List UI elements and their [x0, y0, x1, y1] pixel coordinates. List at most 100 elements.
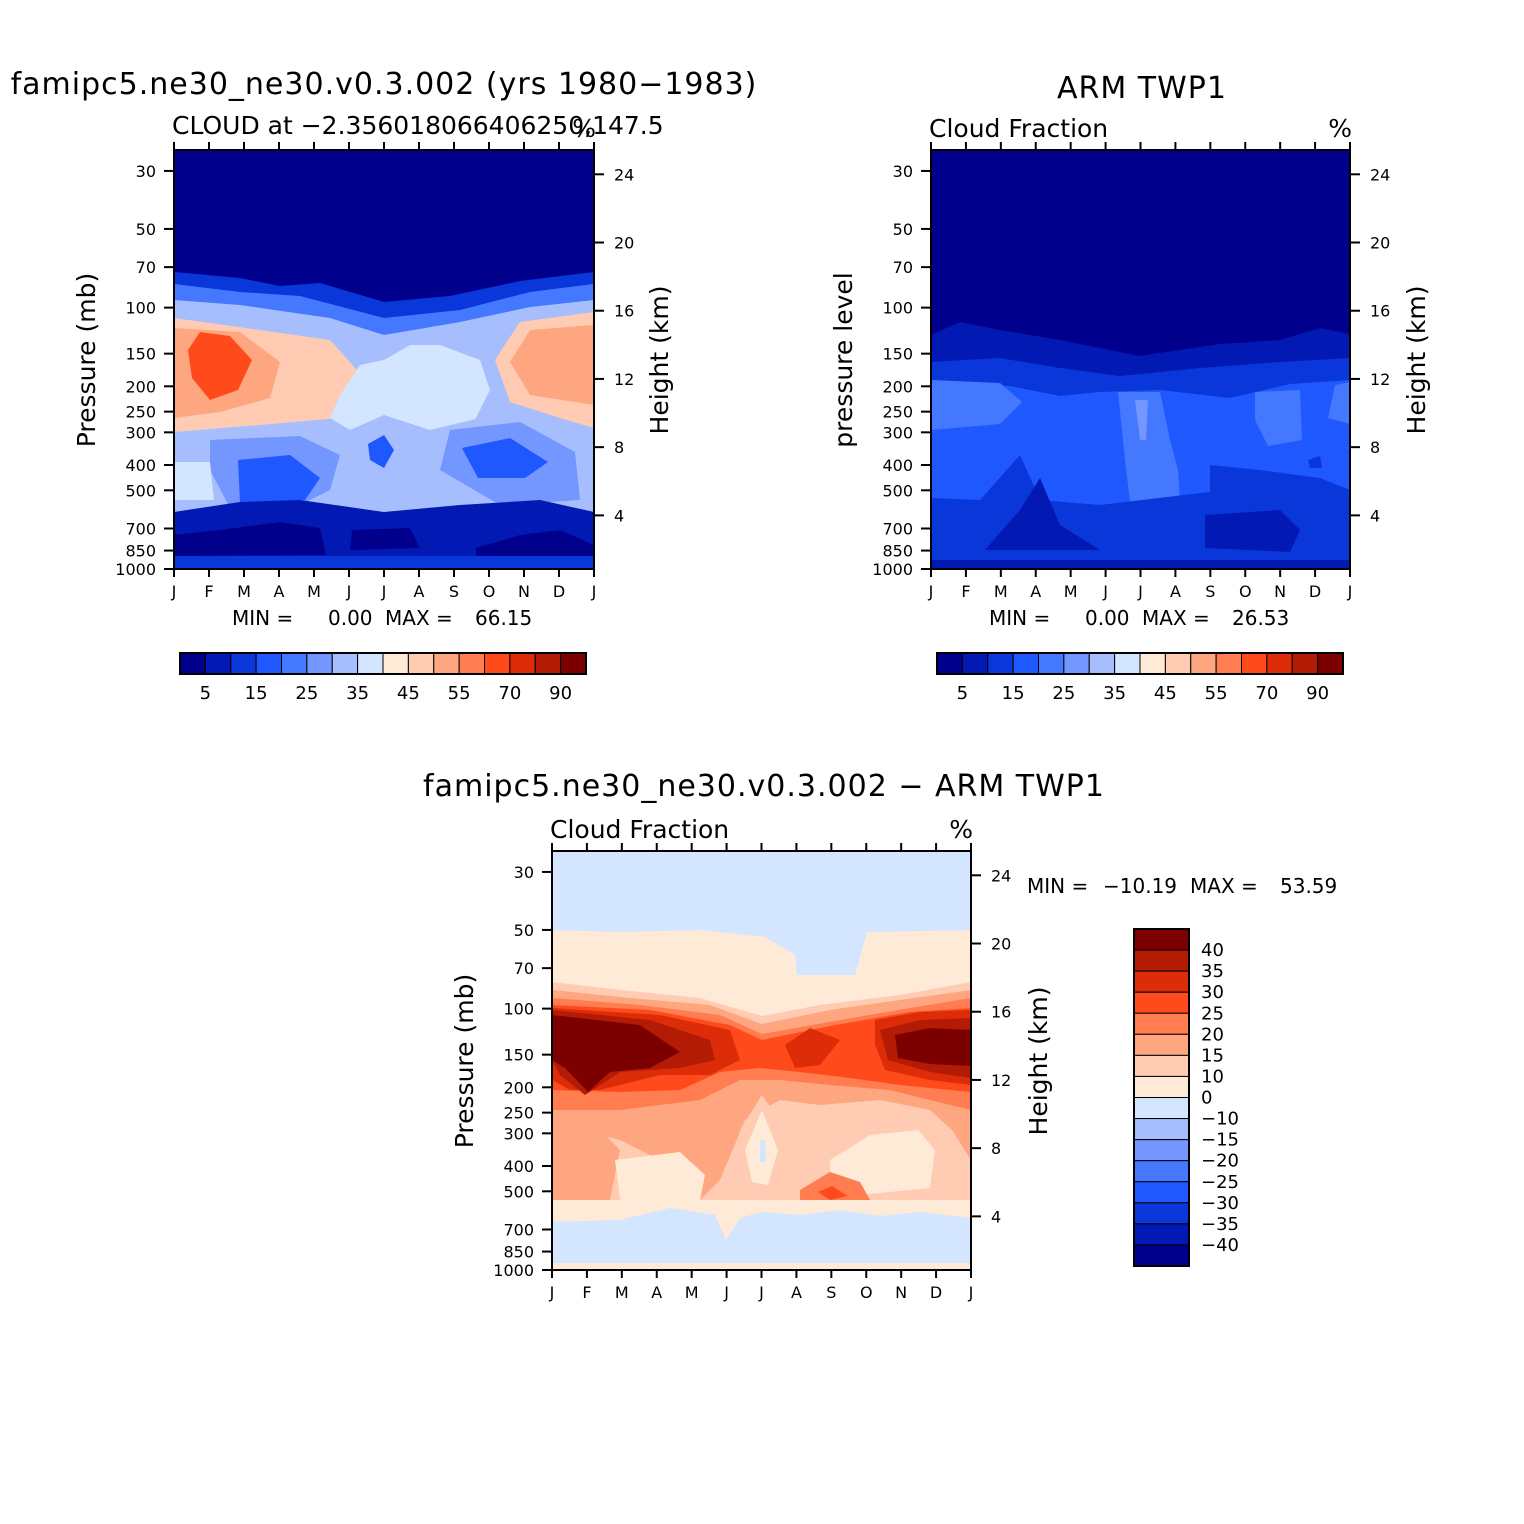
y-axis-right-label: Height (km) — [1402, 286, 1431, 435]
colorbar-swatch — [204, 652, 232, 675]
y-tick-label: 70 — [514, 959, 534, 978]
colorbar: 5 15 25 35 45 55 70 90 — [936, 652, 1344, 704]
y-axis-right-label: Height (km) — [1024, 987, 1053, 1136]
x-tick-label: N — [895, 1283, 907, 1302]
y-tick-label: 70 — [893, 258, 913, 277]
max-label: MAX = — [385, 606, 453, 630]
colorbar-swatch — [179, 652, 206, 675]
max-value: 26.53 — [1232, 606, 1289, 630]
y-tick-label: 1000 — [872, 560, 913, 579]
colorbar-label: 25 — [1052, 683, 1075, 704]
x-tick-label: J — [1137, 582, 1143, 601]
colorbar-swatch — [1190, 652, 1217, 675]
panel-title: famipc5.ne30_ne30.v0.3.002 (yrs 1980−198… — [11, 67, 758, 102]
x-tick-label: J — [1102, 582, 1108, 601]
colorbar-label: 20 — [1201, 1024, 1224, 1045]
panel-units: % — [1328, 114, 1352, 143]
y-right-tick-label: 4 — [991, 1207, 1001, 1226]
y-right-tick-label: 20 — [614, 234, 634, 253]
y-right-tick-label: 8 — [991, 1139, 1001, 1158]
contour-band — [1118, 392, 1180, 502]
colorbar-label: −35 — [1201, 1214, 1239, 1235]
y-right-tick-label: 12 — [991, 1071, 1011, 1090]
y-tick-label: 400 — [503, 1157, 534, 1176]
contour-band — [462, 438, 548, 478]
colorbar-swatch — [560, 652, 587, 675]
colorbar-label: −20 — [1201, 1151, 1239, 1172]
contour-band — [1328, 382, 1350, 424]
y-axis-label: Pressure (mb) — [72, 273, 101, 447]
colorbar-swatch — [382, 652, 409, 675]
y-tick-label: 30 — [514, 863, 534, 882]
y-tick-label: 700 — [125, 520, 156, 539]
contour-band — [615, 1152, 705, 1200]
colorbar-label: 15 — [1002, 683, 1025, 704]
colorbar-swatch — [1317, 652, 1344, 675]
colorbar-label: 45 — [397, 683, 420, 704]
y-tick-label: 200 — [125, 377, 156, 396]
x-tick-label: J — [591, 582, 597, 601]
colorbar-label: 15 — [1201, 1045, 1224, 1066]
x-tick-label: A — [274, 582, 285, 601]
y-tick-label: 500 — [503, 1182, 534, 1201]
colorbar-swatch — [1133, 1160, 1190, 1183]
max-label: MAX = — [1190, 874, 1258, 898]
y-tick-label: 700 — [882, 520, 913, 539]
y-tick-label: 30 — [893, 162, 913, 181]
contour-band — [1308, 456, 1322, 468]
y-tick-label: 30 — [136, 162, 156, 181]
x-tick-label: M — [615, 1283, 629, 1302]
colorbar-label: 15 — [245, 683, 268, 704]
y-right-tick-label: 16 — [991, 1003, 1011, 1022]
colorbar-label: 55 — [448, 683, 471, 704]
y-tick-label: 100 — [882, 299, 913, 318]
x-tick-label: M — [685, 1283, 699, 1302]
colorbar-swatch — [1133, 1181, 1190, 1204]
y-right-tick-label: 16 — [1370, 302, 1390, 321]
y-tick-label: 1000 — [493, 1261, 534, 1280]
colorbar-swatch — [458, 652, 485, 675]
colorbar-swatch — [1038, 652, 1065, 675]
y-tick-label: 300 — [125, 423, 156, 442]
colorbar-label: 5 — [200, 683, 211, 704]
y-tick-label: 200 — [503, 1078, 534, 1097]
x-tick-label: A — [651, 1283, 662, 1302]
x-tick-label: F — [961, 582, 970, 601]
panel-difference: famipc5.ne30_ne30.v0.3.002 − ARM TWP1 Cl… — [423, 769, 1337, 1302]
colorbar-label: 30 — [1201, 982, 1224, 1003]
panel-title: famipc5.ne30_ne30.v0.3.002 − ARM TWP1 — [423, 769, 1105, 804]
x-tick-label: M — [1064, 582, 1078, 601]
colorbar-label: 35 — [1201, 961, 1224, 982]
contour-band — [1205, 510, 1300, 552]
colorbar-label: 25 — [295, 683, 318, 704]
contour-band — [174, 462, 214, 500]
contour-band — [350, 528, 420, 550]
y-tick-label: 150 — [503, 1046, 534, 1065]
colorbar-label: −40 — [1201, 1235, 1239, 1256]
x-tick-label: O — [1239, 582, 1252, 601]
y-tick-label: 400 — [882, 456, 913, 475]
y-tick-label: 500 — [882, 481, 913, 500]
colorbar-label: 70 — [1255, 683, 1278, 704]
y-tick-label: 400 — [125, 456, 156, 475]
x-tick-label: S — [449, 582, 459, 601]
colorbar-swatch — [281, 652, 308, 675]
panel-subtitle: Cloud Fraction — [550, 815, 729, 844]
contour-band — [188, 332, 252, 400]
colorbar-swatch — [255, 652, 282, 675]
contour-band — [174, 522, 326, 556]
colorbar-swatch — [1133, 1054, 1190, 1077]
y-tick-label: 700 — [503, 1221, 534, 1240]
x-tick-label: F — [204, 582, 213, 601]
contour-band — [174, 556, 594, 569]
x-tick-label: J — [968, 1283, 974, 1302]
x-tick-label: J — [758, 1283, 764, 1302]
colorbar-frame — [936, 652, 1344, 675]
contour-band — [330, 345, 490, 445]
min-label: MIN = — [1027, 874, 1088, 898]
colorbar-swatch — [1133, 928, 1190, 951]
x-tick-label: J — [1347, 582, 1353, 601]
